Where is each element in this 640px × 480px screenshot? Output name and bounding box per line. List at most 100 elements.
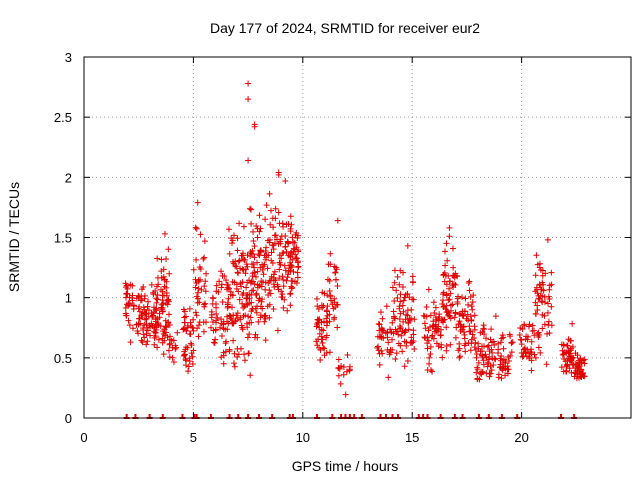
data-point: [466, 287, 473, 294]
data-point: [255, 318, 262, 325]
data-point: [262, 337, 269, 344]
y-tick-label: 2: [65, 170, 72, 185]
data-point: [279, 291, 286, 298]
data-point: [135, 305, 142, 312]
data-point: [190, 266, 197, 273]
data-point: [255, 297, 262, 304]
data-point: [154, 292, 161, 299]
data-point: [155, 336, 162, 343]
data-point: [187, 319, 194, 326]
zero-point: [389, 414, 396, 419]
data-point: [141, 334, 148, 341]
data-point: [289, 234, 296, 241]
data-point: [140, 331, 147, 338]
data-point: [573, 375, 580, 382]
data-point: [472, 347, 479, 354]
data-point: [468, 303, 475, 310]
zero-point: [235, 414, 242, 419]
data-point: [404, 307, 411, 314]
data-point: [343, 368, 350, 375]
data-point: [255, 251, 262, 258]
data-point: [220, 360, 227, 367]
data-point: [253, 291, 260, 298]
data-point: [256, 282, 263, 289]
data-point: [188, 323, 195, 330]
data-point: [446, 233, 453, 240]
data-point: [455, 347, 462, 354]
data-point: [404, 242, 411, 249]
data-point: [289, 256, 296, 263]
data-point: [334, 301, 341, 308]
data-point: [376, 361, 383, 368]
data-point: [443, 342, 450, 349]
data-point: [374, 344, 381, 351]
data-point: [265, 280, 272, 287]
data-point: [129, 297, 136, 304]
data-point: [533, 284, 540, 291]
data-point: [271, 283, 278, 290]
data-point: [218, 284, 225, 291]
data-point: [536, 295, 543, 302]
data-point: [264, 265, 271, 272]
data-point: [233, 285, 240, 292]
data-point: [228, 235, 235, 242]
data-point: [481, 331, 488, 338]
zero-point: [123, 414, 130, 419]
data-point: [248, 250, 255, 257]
data-point: [280, 304, 287, 311]
data-point: [314, 320, 321, 327]
data-point: [243, 261, 250, 268]
data-point: [389, 319, 396, 326]
data-point: [181, 308, 188, 315]
data-point: [203, 270, 210, 277]
data-point: [182, 313, 189, 320]
data-point: [517, 324, 524, 331]
data-point: [440, 272, 447, 279]
data-point: [397, 291, 404, 298]
data-point: [534, 290, 541, 297]
data-point: [248, 220, 255, 227]
data-point: [532, 272, 539, 279]
data-point: [160, 331, 167, 338]
data-point: [123, 312, 130, 319]
data-point: [163, 323, 170, 330]
data-point: [429, 333, 436, 340]
data-point: [156, 310, 163, 317]
data-point: [282, 244, 289, 251]
data-point: [525, 323, 532, 330]
data-point: [197, 231, 204, 238]
zero-point: [377, 414, 384, 419]
data-point: [449, 245, 456, 252]
data-point: [332, 269, 339, 276]
x-tick-label: 15: [405, 430, 419, 445]
data-point: [467, 313, 474, 320]
data-point: [400, 297, 407, 304]
data-point: [270, 306, 277, 313]
data-point: [530, 327, 537, 334]
data-point: [181, 351, 188, 358]
data-point: [218, 333, 225, 340]
data-point: [387, 326, 394, 333]
data-point: [153, 305, 160, 312]
data-point: [545, 293, 552, 300]
data-point: [326, 349, 333, 356]
data-point: [405, 326, 412, 333]
y-tick-label: 0.5: [54, 351, 72, 366]
data-point: [389, 346, 396, 353]
data-point: [564, 342, 571, 349]
data-point: [258, 298, 265, 305]
data-point: [230, 337, 237, 344]
data-point: [248, 319, 255, 326]
data-point: [200, 328, 207, 335]
data-point: [456, 354, 463, 361]
data-point: [397, 310, 404, 317]
data-point: [402, 329, 409, 336]
data-point: [122, 280, 129, 287]
data-point: [268, 249, 275, 256]
data-point: [254, 259, 261, 266]
data-point: [165, 296, 172, 303]
data-point: [251, 243, 258, 250]
data-point: [272, 205, 279, 212]
data-point: [271, 268, 278, 275]
data-point: [480, 361, 487, 368]
